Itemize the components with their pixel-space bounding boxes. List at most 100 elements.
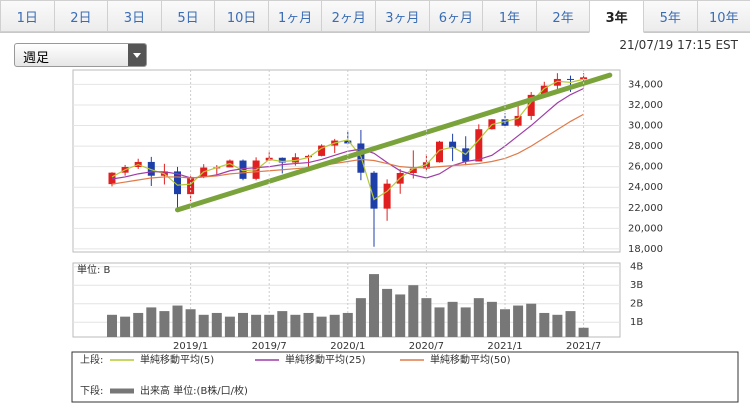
volume-bar (486, 301, 497, 337)
candle-body (383, 183, 391, 209)
x-tick-label: 2019/7 (252, 341, 287, 352)
candle-body (147, 161, 155, 176)
candle-body (475, 129, 483, 162)
y-tick-label: 22,000 (628, 203, 663, 214)
volume-bar (120, 316, 131, 337)
candle-body (540, 85, 548, 95)
volume-bar (316, 316, 327, 337)
volume-bar (447, 301, 458, 337)
legend-label: 単純移動平均(50) (430, 353, 511, 366)
candle-body (291, 157, 299, 163)
trendline (175, 72, 613, 213)
y-tick-label: 26,000 (628, 162, 663, 173)
legend-label: 単純移動平均(5) (140, 353, 214, 366)
volume-bar (500, 309, 510, 337)
volume-bar (133, 312, 144, 337)
candle-body (422, 162, 430, 169)
volume-bar (513, 305, 524, 337)
candle-body (409, 168, 417, 173)
candle-body (278, 157, 286, 163)
period-tab[interactable]: 5年 (642, 0, 698, 32)
volume-bar (224, 316, 235, 337)
candle-body (239, 160, 247, 179)
period-tabs: 1日 2日 3日 5日 10日 1ヶ月 2ヶ月 3ヶ月 6ヶ月 1年 2年 3年 5年 10年 (0, 0, 750, 33)
volume-bar (565, 311, 576, 337)
y-tick-label: 18,000 (628, 244, 663, 255)
volume-bar (238, 312, 248, 337)
volume-bar (264, 314, 275, 337)
candle-body (449, 141, 457, 149)
volume-bar (342, 312, 353, 337)
volume-bar (552, 314, 563, 337)
volume-bar (355, 298, 366, 337)
volume-bar (539, 312, 550, 337)
volume-bar (107, 314, 117, 337)
volume-bar (172, 305, 183, 337)
volume-bar (408, 285, 419, 337)
x-tick-label: 2021/1 (487, 341, 522, 352)
dropdown-label: 週足 (23, 51, 50, 66)
volume-bar (198, 314, 209, 337)
x-tick-label: 2020/7 (409, 341, 444, 352)
period-tab[interactable]: 6ヶ月 (428, 0, 484, 32)
volume-bar (211, 312, 222, 337)
y-tick-label: 34,000 (628, 79, 663, 90)
volume-bar (369, 274, 379, 337)
volume-bar (395, 294, 406, 337)
volume-bar (434, 307, 445, 337)
legend-label: 単純移動平均(25) (285, 353, 366, 366)
legend-upper-label: 上段: (80, 353, 103, 366)
candle-body (553, 78, 561, 86)
unit-label: 単位: B (77, 263, 111, 276)
timestamp: 21/07/19 17:15 EST (619, 38, 738, 52)
dropdown-arrow[interactable] (128, 44, 146, 66)
period-tab[interactable]: 1年 (482, 0, 537, 32)
y-tick-label: 24,000 (628, 182, 663, 193)
volume-bar (473, 298, 484, 337)
x-tick-label: 2019/1 (173, 341, 208, 352)
interval-dropdown[interactable]: 週足 (14, 43, 147, 67)
y-tick-label: 20,000 (628, 223, 663, 234)
candle-body (305, 155, 312, 158)
candle-body (527, 94, 535, 116)
y-tick-label: 4B (630, 262, 643, 273)
period-tab[interactable]: 3ヶ月 (375, 0, 430, 32)
candle-body (174, 171, 181, 195)
period-tab[interactable]: 10日 (214, 0, 269, 32)
y-tick-label: 2B (630, 299, 643, 310)
volume-bar (185, 309, 196, 337)
candle-body (436, 141, 443, 163)
x-tick-label: 2021/7 (566, 341, 601, 352)
period-tab[interactable]: 10年 (696, 0, 750, 32)
y-tick-label: 32,000 (628, 100, 663, 111)
y-tick-label: 1B (630, 317, 643, 328)
volume-bar (303, 312, 314, 337)
period-tab[interactable]: 3年 (589, 0, 644, 33)
y-tick-label: 30,000 (628, 121, 663, 132)
legend-lower-label: 下段: (80, 384, 103, 397)
period-tab[interactable]: 3日 (107, 0, 162, 32)
candle-body (187, 176, 195, 195)
period-tab[interactable]: 1ヶ月 (267, 0, 323, 32)
candle-body (318, 145, 326, 156)
volume-bar (526, 303, 537, 337)
volume-bar (578, 327, 589, 337)
candle-body (370, 172, 378, 209)
period-tab[interactable]: 2ヶ月 (321, 0, 377, 32)
legend-label: 出来高 単位:(B株/口/枚) (140, 384, 248, 397)
candle-body (567, 78, 574, 80)
volume-bar (251, 314, 262, 337)
volume-bar (159, 311, 170, 337)
volume-bar (146, 307, 157, 337)
period-tab[interactable]: 2年 (535, 0, 591, 32)
candle-body (514, 115, 522, 126)
volume-bar (329, 314, 340, 337)
volume-bar (460, 307, 471, 337)
volume-bar (290, 314, 301, 337)
x-tick-label: 2020/1 (330, 341, 365, 352)
volume-bar (382, 288, 393, 337)
volume-bar (421, 298, 432, 337)
period-tab[interactable]: 1日 (0, 0, 55, 32)
